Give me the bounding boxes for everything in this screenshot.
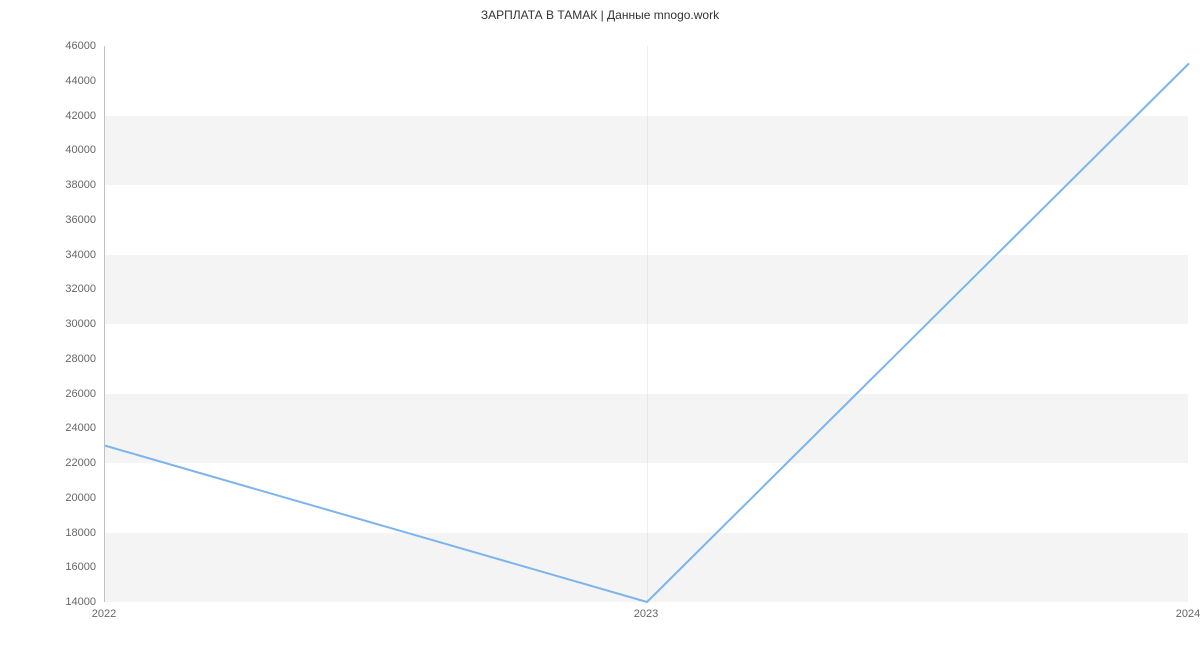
- x-tick-label: 2022: [92, 608, 116, 620]
- y-tick-label: 14000: [65, 596, 96, 608]
- y-tick-label: 38000: [65, 179, 96, 191]
- series-line: [105, 63, 1189, 602]
- y-tick-label: 24000: [65, 422, 96, 434]
- y-tick-label: 42000: [65, 110, 96, 122]
- y-tick-label: 16000: [65, 561, 96, 573]
- line-layer: [105, 46, 1189, 602]
- x-tick-label: 2023: [634, 608, 658, 620]
- y-tick-label: 30000: [65, 318, 96, 330]
- salary-chart: ЗАРПЛАТА В ТАМАК | Данные mnogo.work 140…: [0, 0, 1200, 650]
- y-tick-label: 18000: [65, 527, 96, 539]
- y-tick-label: 44000: [65, 75, 96, 87]
- x-tick-label: 2024: [1176, 608, 1200, 620]
- chart-title: ЗАРПЛАТА В ТАМАК | Данные mnogo.work: [0, 8, 1200, 22]
- y-tick-label: 26000: [65, 388, 96, 400]
- y-tick-label: 46000: [65, 40, 96, 52]
- y-tick-label: 22000: [65, 457, 96, 469]
- y-tick-label: 28000: [65, 353, 96, 365]
- y-tick-label: 32000: [65, 283, 96, 295]
- y-tick-label: 20000: [65, 492, 96, 504]
- y-tick-label: 40000: [65, 144, 96, 156]
- y-tick-label: 36000: [65, 214, 96, 226]
- y-tick-label: 34000: [65, 249, 96, 261]
- plot-area: [104, 46, 1188, 602]
